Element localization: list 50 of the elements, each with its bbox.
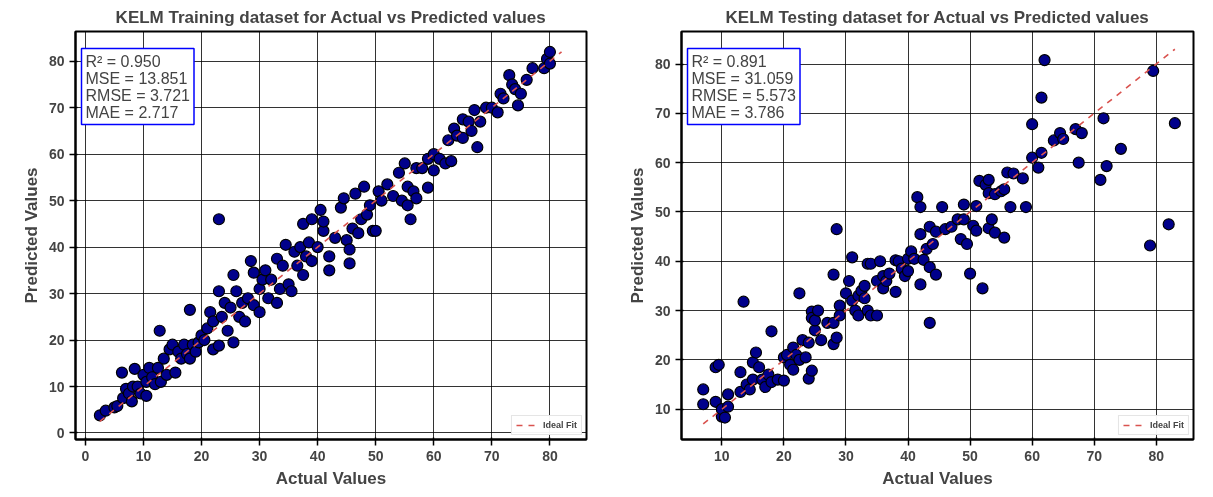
- annotation: MSE = 13.851: [85, 69, 188, 87]
- x-tick-label: 10: [714, 447, 730, 464]
- x-tick-label: 50: [367, 447, 384, 464]
- y-tick-label: 40: [48, 239, 65, 256]
- y-tick-label: 60: [654, 154, 671, 171]
- x-tick-label: 50: [962, 447, 979, 464]
- x-tick-label: 70: [484, 447, 500, 464]
- x-tick-label: 40: [900, 447, 917, 464]
- x-tick-label: 80: [1148, 447, 1165, 464]
- y-tick-label: 20: [48, 332, 65, 349]
- y-tick-label: 40: [654, 253, 671, 270]
- y-tick-label: 50: [654, 203, 671, 220]
- y-tick-label: 50: [48, 192, 65, 209]
- y-axis-title: Predicted Values: [627, 167, 647, 304]
- legend-label: Ideal Fit: [542, 420, 577, 430]
- y-tick-label: 70: [654, 105, 671, 122]
- x-tick-label: 40: [309, 447, 326, 464]
- y-tick-label: 0: [56, 424, 65, 441]
- chart-title: KELM Testing dataset for Actual vs Predicted values: [725, 7, 1149, 27]
- y-tick-label: 70: [48, 99, 65, 116]
- y-tick-label: 10: [48, 378, 65, 395]
- y-axis-title: Predicted Values: [21, 167, 41, 304]
- annotation: RMSE = 5.573: [691, 86, 797, 104]
- x-axis-title: Actual Values: [275, 468, 387, 488]
- x-tick-label: 30: [251, 447, 268, 464]
- y-tick-label: 60: [48, 146, 65, 163]
- y-tick-label: 30: [654, 302, 671, 319]
- annotation: MAE = 2.717: [85, 103, 179, 121]
- x-tick-label: 60: [1024, 447, 1041, 464]
- y-tick-label: 80: [654, 56, 671, 73]
- legend-label: Ideal Fit: [1149, 420, 1184, 430]
- x-tick-label: 10: [135, 447, 152, 464]
- x-tick-label: 20: [193, 447, 210, 464]
- y-tick-label: 20: [654, 351, 671, 368]
- annotation: RMSE = 3.721: [85, 86, 191, 104]
- y-tick-label: 30: [48, 285, 65, 302]
- y-tick-label: 10: [654, 401, 671, 418]
- y-tick-label: 80: [48, 53, 65, 70]
- x-tick-label: 70: [1086, 447, 1103, 464]
- x-tick-label: 0: [81, 447, 90, 464]
- chart-title: KELM Training dataset for Actual vs Predicted values: [115, 7, 546, 27]
- annotation: MAE = 3.786: [691, 103, 785, 121]
- annotation: R² = 0.950: [85, 52, 161, 70]
- x-tick-label: 80: [542, 447, 558, 464]
- x-axis-title: Actual Values: [882, 468, 993, 488]
- x-tick-label: 60: [425, 447, 442, 464]
- x-tick-label: 20: [776, 447, 792, 464]
- annotation: R² = 0.891: [691, 52, 767, 70]
- annotation: MSE = 31.059: [691, 69, 794, 87]
- x-tick-label: 30: [838, 447, 854, 464]
